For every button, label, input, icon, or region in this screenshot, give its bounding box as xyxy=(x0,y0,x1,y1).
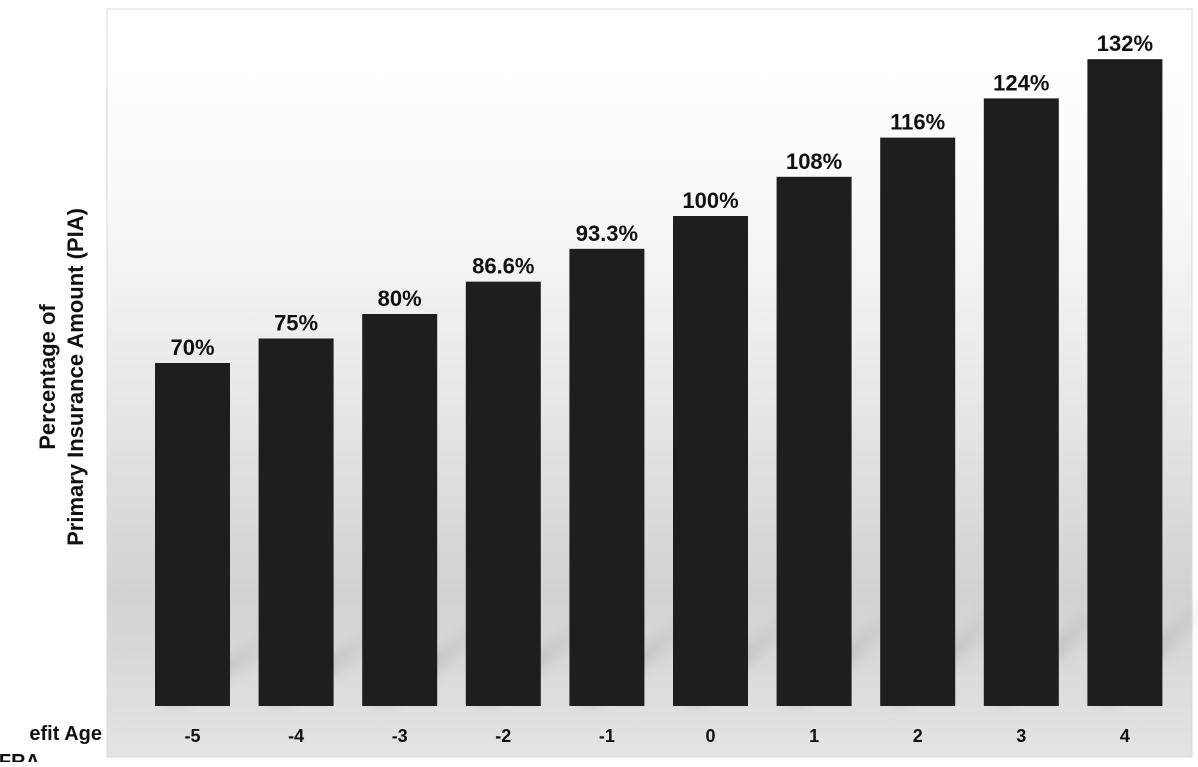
x-tick-label: 1 xyxy=(809,726,819,746)
bar xyxy=(880,137,956,707)
x-tick-labels-group: -5 -4 -3 -2 -1 0 1 2 3 4 xyxy=(184,726,1129,746)
bar-value-label: 124% xyxy=(993,70,1049,95)
x-tick-label: 0 xyxy=(705,726,715,746)
bar-value-label: 108% xyxy=(786,149,842,174)
bar-value-label: 70% xyxy=(170,335,214,360)
bar xyxy=(362,314,438,706)
bar-value-label: 86.6% xyxy=(472,254,534,279)
bar-value-label: 93.3% xyxy=(576,221,638,246)
bar xyxy=(776,176,852,707)
x-tick-label: 4 xyxy=(1120,726,1130,746)
plot-area-border xyxy=(106,8,1193,758)
y-axis-label: Percentage of Primary Insurance Amount (P… xyxy=(35,208,88,546)
bar-value-label: 132% xyxy=(1097,31,1153,56)
bar-value-label: 80% xyxy=(378,286,422,311)
bar xyxy=(1087,59,1163,706)
x-axis-label-line-2: FRA xyxy=(0,751,40,762)
bar xyxy=(983,98,1059,706)
x-tick-label: -1 xyxy=(599,726,615,746)
y-axis-label-line: Primary Insurance Amount (PIA) xyxy=(63,208,88,546)
bar xyxy=(155,363,230,706)
x-tick-label: 2 xyxy=(913,726,923,746)
x-tick-label: -2 xyxy=(495,726,511,746)
y-axis-label-line: Percentage of xyxy=(35,304,60,450)
bar xyxy=(673,216,748,706)
x-tick-label: -5 xyxy=(184,726,200,746)
x-tick-label: 3 xyxy=(1016,726,1026,746)
x-axis-label-line-1: efit Age xyxy=(29,723,102,745)
bar-value-label: 100% xyxy=(682,188,738,213)
x-tick-label: -4 xyxy=(288,726,304,746)
x-tick-label: -3 xyxy=(392,726,408,746)
bar xyxy=(569,248,645,706)
bar xyxy=(465,281,541,706)
bar-value-label: 75% xyxy=(274,311,318,336)
data-labels-group: 70% 75% 80% 86.6% 93.3% 100% 108% 116% 124% 132% xyxy=(170,31,1153,360)
bar xyxy=(258,338,334,706)
bars-group xyxy=(155,59,1163,707)
bar-value-label: 116% xyxy=(890,110,945,135)
